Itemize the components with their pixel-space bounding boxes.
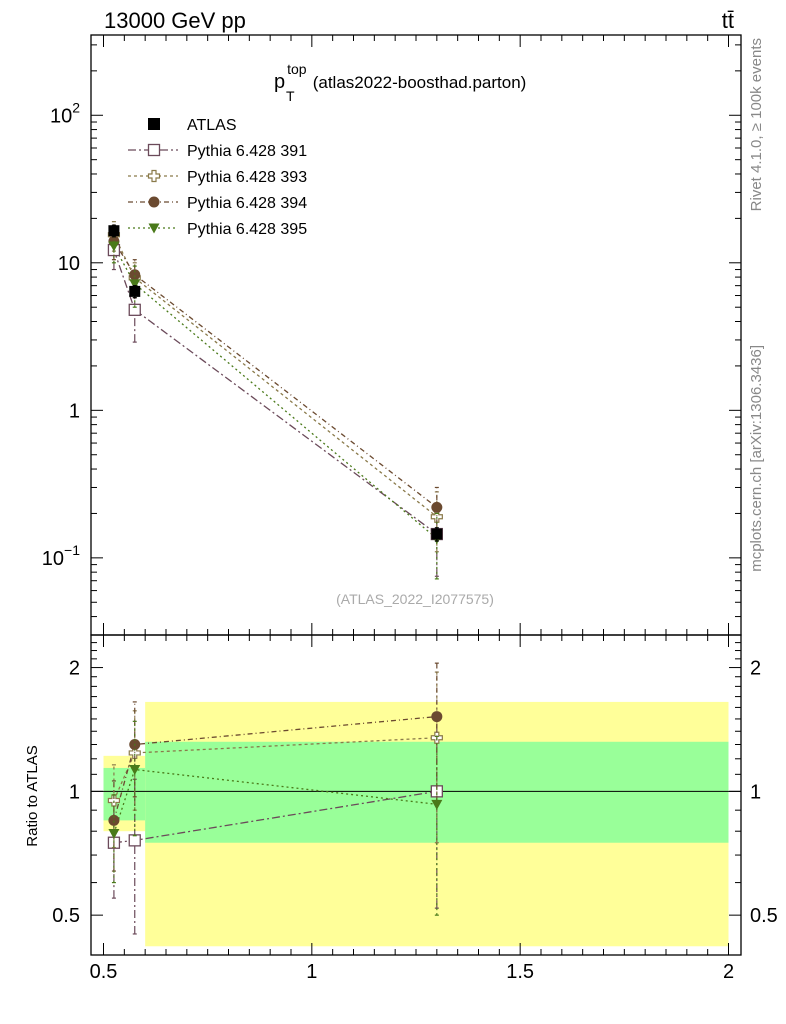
ytick-label: 102 — [50, 99, 80, 127]
legend-label-2: Pythia 6.428 394 — [187, 195, 307, 212]
series-line-0 — [113, 249, 438, 535]
xtick-label: 1 — [306, 961, 317, 983]
ratio-ylabel: Ratio to ATLAS — [24, 745, 41, 846]
ratio-line-2 — [113, 715, 437, 821]
series-line-2 — [113, 240, 438, 508]
legend-marker-3 — [148, 223, 160, 234]
watermark: (ATLAS_2022_I2077575) — [336, 591, 494, 607]
ytick-label-right: 0.5 — [750, 905, 778, 927]
ytick-label-left: 1 — [69, 781, 80, 803]
ratio-1-point — [128, 746, 141, 760]
series-3-point — [108, 241, 120, 252]
series-3-point — [129, 279, 141, 290]
atlas-point — [431, 528, 443, 540]
atlas-point — [129, 285, 141, 297]
ratio-line-1 — [113, 737, 437, 801]
xtick-label: 2 — [723, 961, 734, 983]
ratio-3-point — [431, 799, 443, 810]
legend-label-3: Pythia 6.428 395 — [187, 221, 307, 238]
xtick-label: 1.5 — [506, 961, 534, 983]
legend-marker-2 — [148, 196, 160, 208]
panel-frames — [90, 34, 742, 956]
rivet-label: Rivet 4.1.0, ≥ 100k events — [748, 38, 765, 211]
ytick-label-right: 1 — [750, 781, 761, 803]
ratio-3-point — [129, 765, 141, 776]
series-2-point — [431, 501, 443, 513]
ratio-1-point — [107, 794, 121, 807]
ratio-2-point — [108, 814, 120, 826]
series-line-1 — [113, 234, 438, 518]
bottom-panel-frame — [90, 634, 742, 956]
legend-label-atlas: ATLAS — [187, 117, 237, 134]
ytick-label: 10−1 — [42, 542, 80, 570]
main-title: ptop T (atlas2022-boosthad.parton) — [274, 61, 526, 104]
legend-label-0: Pythia 6.428 391 — [187, 143, 307, 160]
series-markers — [107, 221, 443, 935]
legend-marker-0 — [147, 143, 161, 157]
axis-ticks: 102 10 1 10−1 2 2 1 1 0.5 0.5 0.5 1 1.5 2 — [42, 35, 778, 983]
legend-marker-1 — [147, 169, 161, 183]
ytick-label: 1 — [69, 400, 80, 422]
atlas-point — [108, 225, 120, 237]
ytick-label-right: 2 — [750, 658, 761, 680]
legend-marker-atlas — [148, 118, 160, 130]
series-line-3 — [113, 245, 438, 540]
mcplots-label: mcplots.cern.ch [arXiv:1306.3436] — [748, 345, 765, 572]
header-left: 13000 GeV pp — [104, 8, 246, 33]
ratio-2-point — [431, 711, 443, 723]
ratio-bands — [91, 701, 741, 947]
legend-label-1: Pythia 6.428 393 — [187, 169, 307, 186]
series-0-point — [128, 303, 141, 316]
ratio-3-point — [108, 828, 120, 839]
ytick-label: 10 — [58, 253, 80, 275]
series-2-point — [129, 269, 141, 281]
ytick-label-left: 2 — [69, 658, 80, 680]
ytick-label-left: 0.5 — [52, 905, 80, 927]
legend: ATLAS Pythia 6.428 391 Pythia 6.428 393 Pyt… — [128, 117, 307, 238]
ratio-0-point — [128, 834, 141, 847]
xtick-label: 0.5 — [90, 961, 118, 983]
series-1-point — [430, 510, 443, 523]
header-right: tt̄ — [722, 8, 734, 33]
